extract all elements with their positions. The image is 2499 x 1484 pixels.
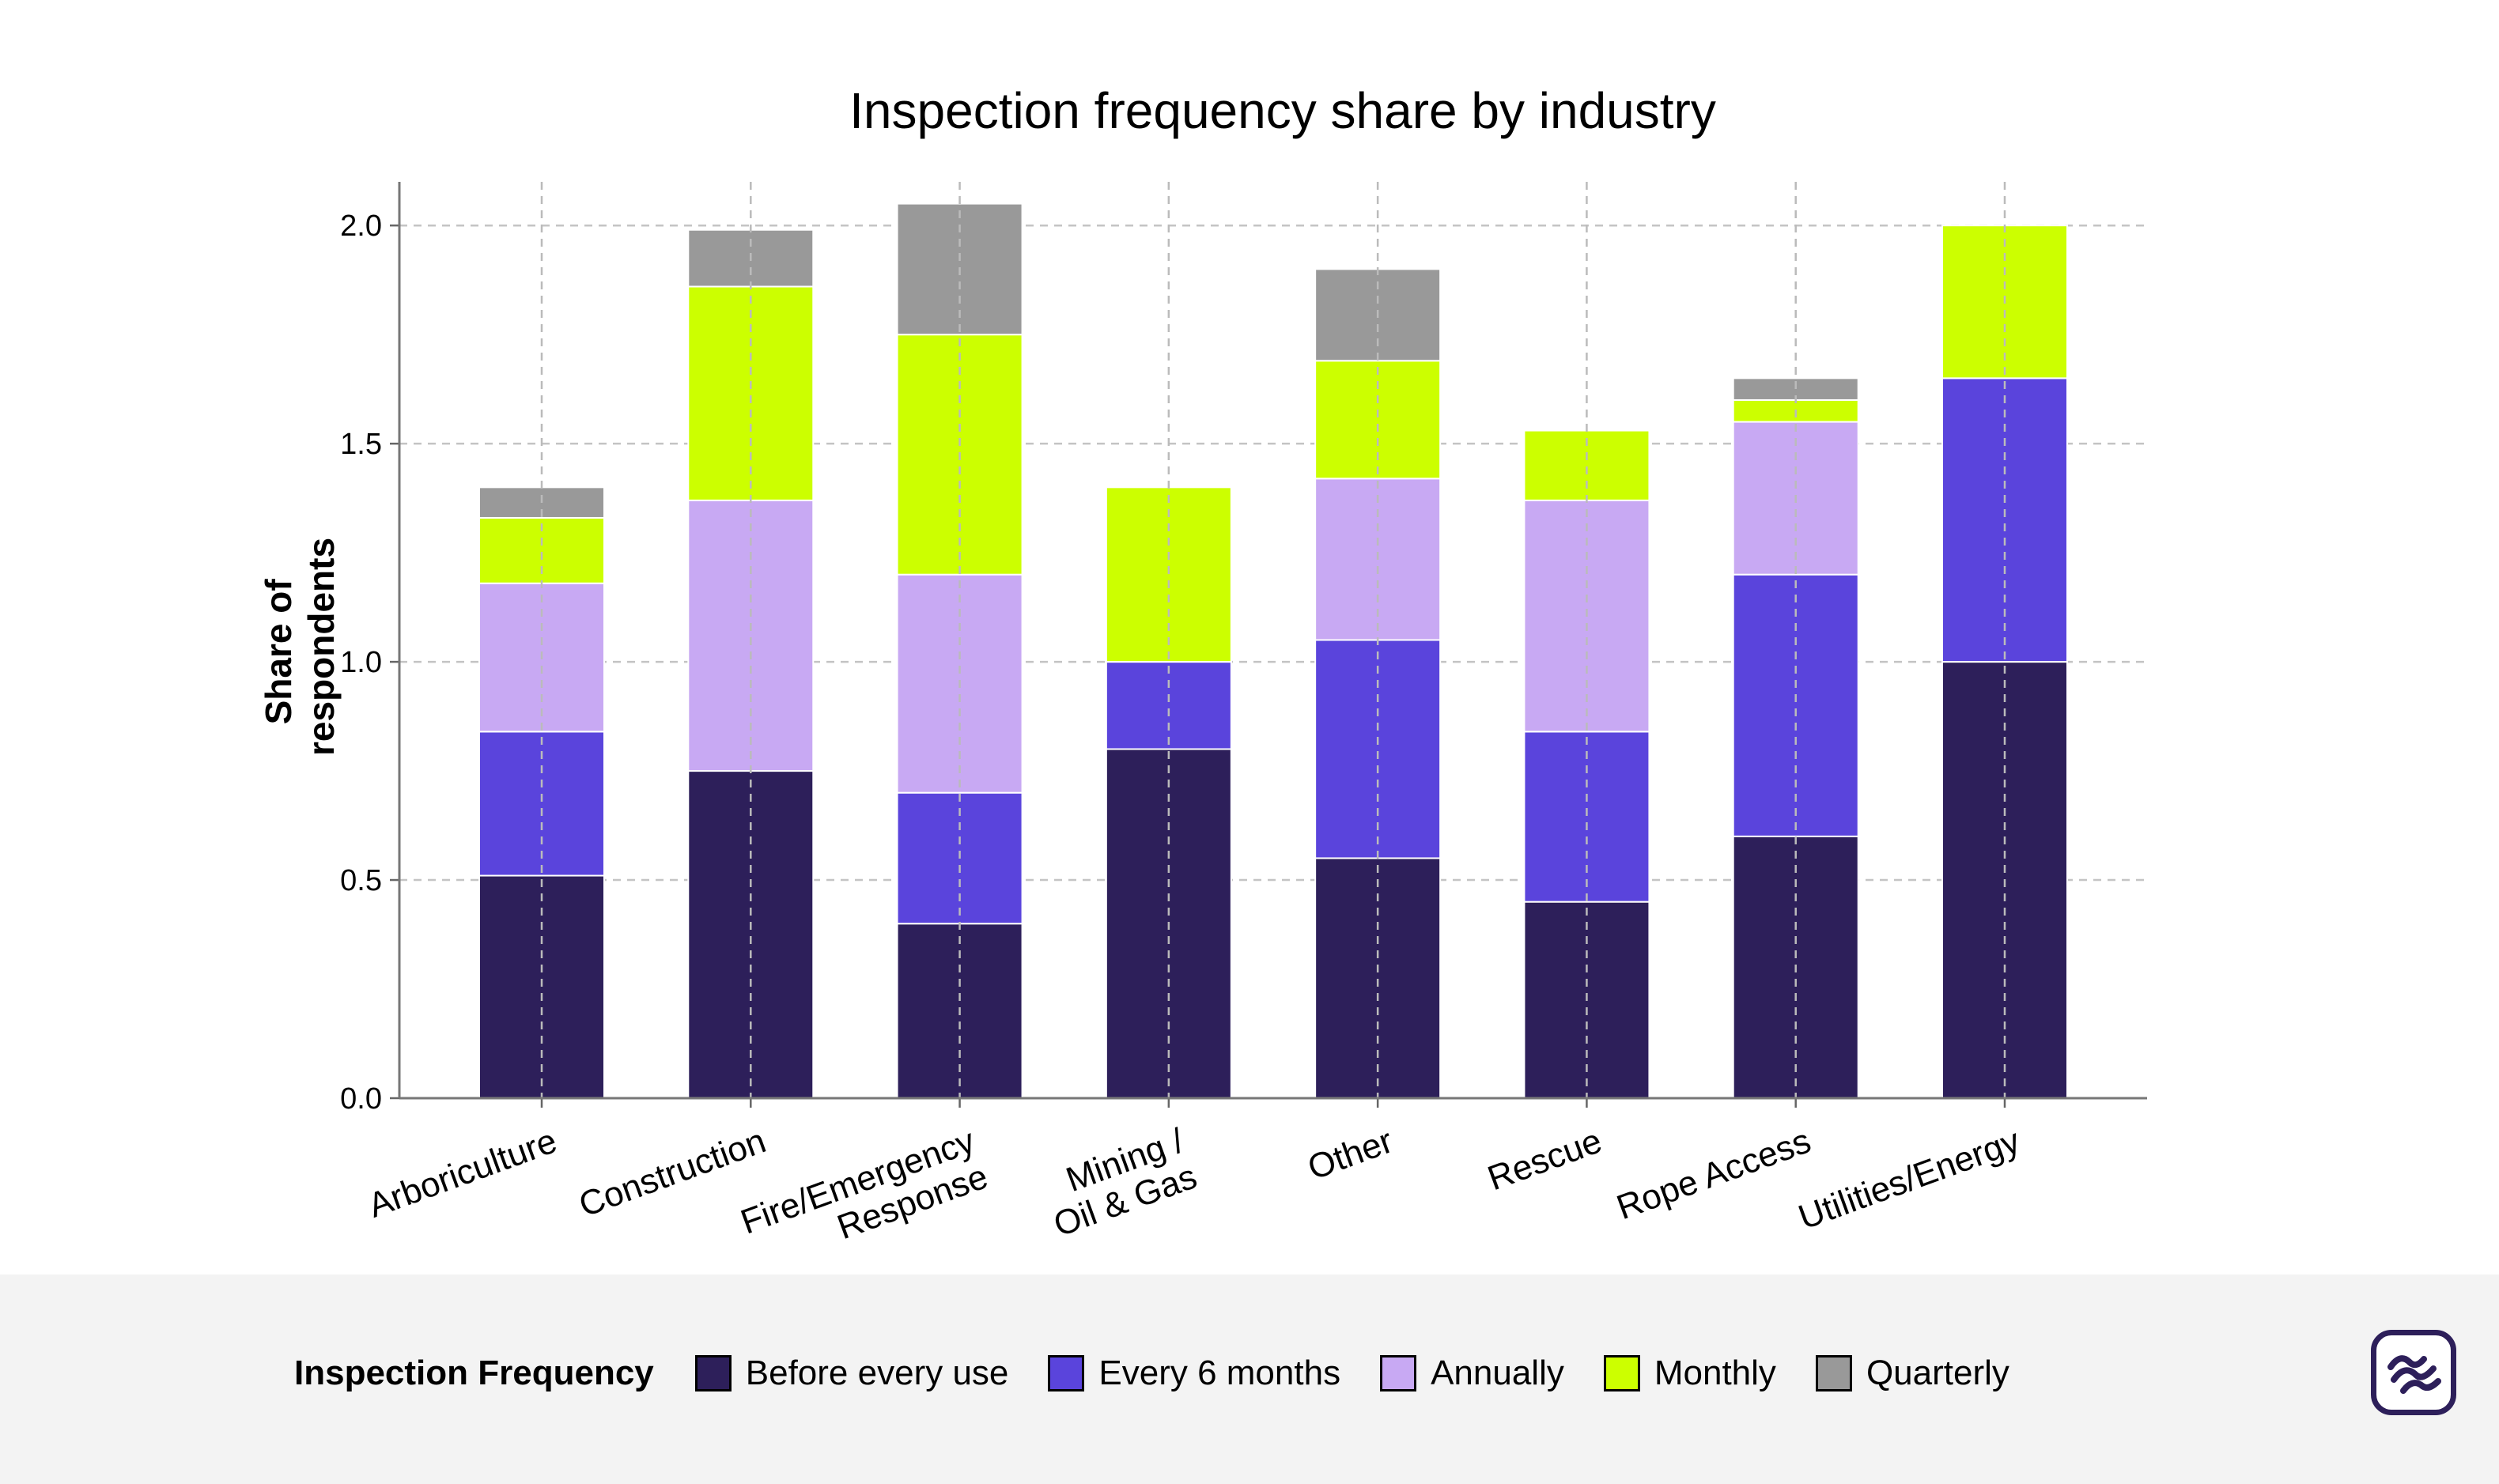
legend-item-quarterly: Quarterly — [1815, 1354, 2009, 1393]
legend-label: Every 6 months — [1098, 1354, 1341, 1392]
legend-label: Monthly — [1654, 1354, 1776, 1392]
x-tick-label: Rope Access — [1612, 1121, 1816, 1227]
legend-title: Inspection Frequency — [294, 1354, 654, 1392]
x-tick-label: Other — [1302, 1121, 1397, 1188]
legend-swatch — [1380, 1355, 1417, 1391]
bar-segment — [1314, 360, 1442, 480]
legend-label: Before every use — [745, 1354, 1009, 1392]
legend-label: Annually — [1431, 1354, 1564, 1392]
y-tick-label: 1.0 — [340, 646, 382, 679]
legend-swatch — [1603, 1355, 1640, 1391]
x-tick-label: Arboriculture — [363, 1121, 561, 1225]
bar-segment — [1732, 573, 1859, 837]
logo — [2371, 1330, 2456, 1415]
x-tick-label: Mining /Oil & Gas — [1036, 1121, 1203, 1244]
bar-segment — [1941, 377, 2068, 663]
legend-panel — [0, 1274, 2499, 1484]
x-tick-label-line: Rope Access — [1612, 1121, 1816, 1227]
wave-lines-icon — [2387, 1355, 2441, 1394]
x-tick-label-line: Other — [1302, 1121, 1397, 1188]
x-tick-label-line: Arboriculture — [363, 1121, 561, 1225]
x-tick-label: Utilities/Energy — [1794, 1121, 2025, 1237]
x-tick-label-line: Utilities/Energy — [1794, 1121, 2025, 1237]
legend-swatch — [694, 1355, 732, 1391]
x-tick-label: Rescue — [1483, 1121, 1607, 1198]
y-tick-label: 2.0 — [340, 210, 382, 243]
x-tick-label-line: Rescue — [1483, 1121, 1607, 1198]
y-axis-label-line-2: respondents — [301, 538, 342, 756]
bar-segment — [687, 285, 815, 501]
chart-title: Inspection frequency share by industry — [849, 82, 1716, 139]
bar-segment — [1523, 731, 1650, 903]
legend-label: Quarterly — [1866, 1354, 2009, 1392]
legend-item-every-6-months: Every 6 months — [1048, 1354, 1340, 1393]
chart: Inspection frequency share by industry 0… — [258, 82, 2147, 1274]
y-tick-label: 0.5 — [340, 864, 382, 897]
legend-item-monthly: Monthly — [1603, 1354, 1776, 1393]
legend-item-annually: Annually — [1380, 1354, 1564, 1393]
bar-segment — [687, 770, 815, 1099]
legend-swatch — [1048, 1355, 1085, 1391]
y-tick-label: 0.0 — [340, 1082, 382, 1116]
y-axis-label: Share of respondents — [258, 538, 342, 756]
legend-item-before-every-use: Before every use — [694, 1354, 1009, 1393]
bar-segment — [1105, 661, 1232, 750]
y-tick-label: 1.5 — [340, 428, 382, 461]
x-tick-label: Fire/EmergencyResponse — [735, 1121, 992, 1274]
bar-segment — [1314, 639, 1442, 859]
legend-swatch — [1815, 1355, 1852, 1391]
legend: Inspection Frequency Before every use Ev… — [294, 1346, 2049, 1401]
y-axis-label-line-1: Share of — [258, 579, 299, 725]
